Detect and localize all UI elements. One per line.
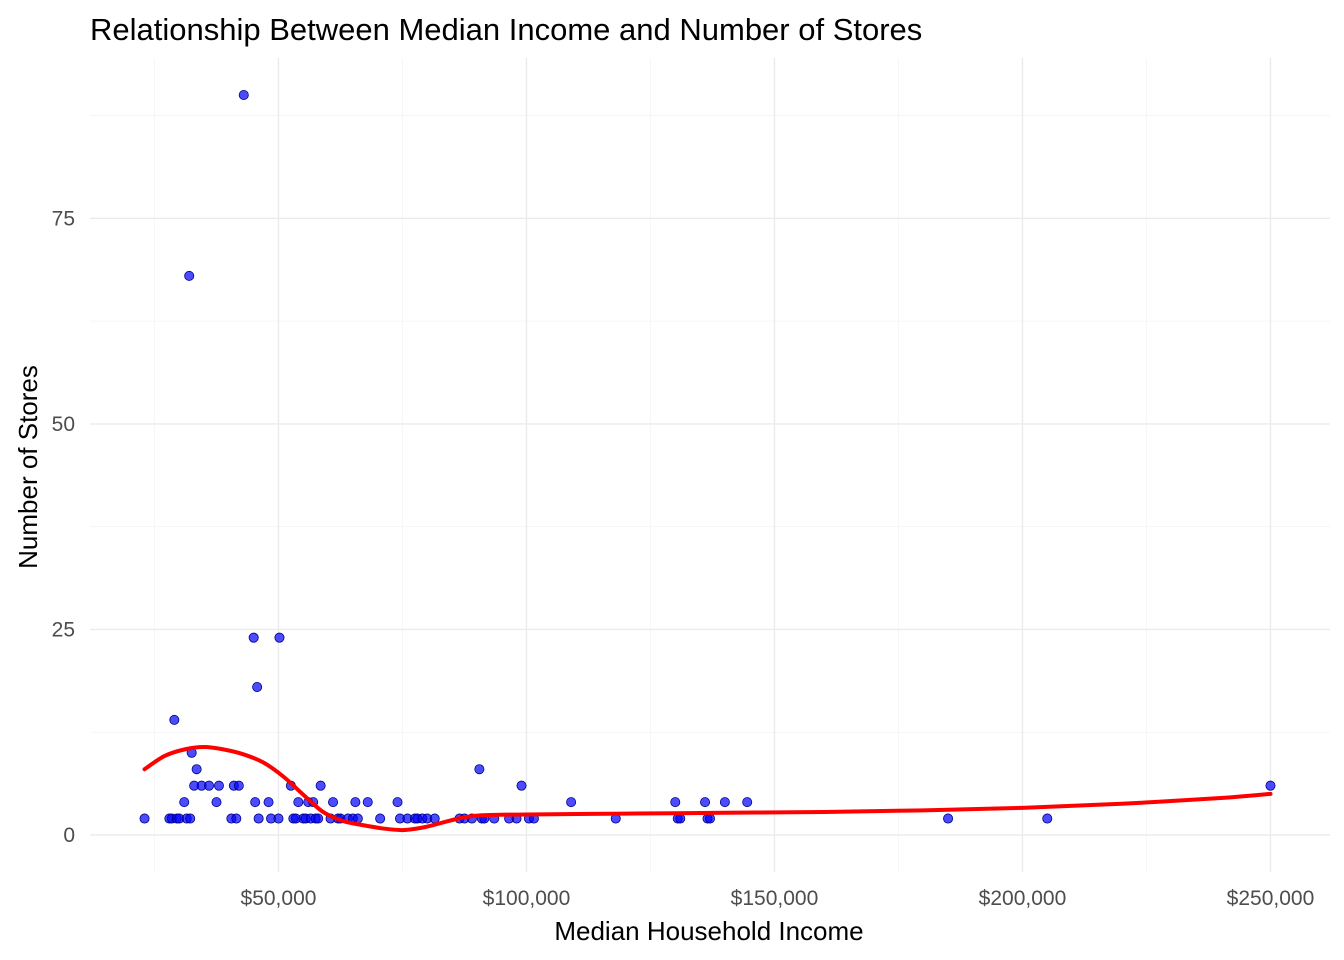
data-point bbox=[273, 813, 284, 824]
x-tick-label: $150,000 bbox=[731, 887, 819, 910]
y-axis-title: Number of Stores bbox=[13, 365, 43, 569]
x-tick-label: $50,000 bbox=[241, 887, 317, 910]
smooth-trend bbox=[142, 745, 1273, 833]
data-point bbox=[204, 780, 215, 791]
y-tick-label: 75 bbox=[52, 207, 75, 230]
data-point bbox=[250, 797, 261, 808]
x-tick-label: $250,000 bbox=[1227, 887, 1315, 910]
data-points bbox=[139, 90, 1276, 824]
data-point bbox=[700, 797, 711, 808]
data-point bbox=[139, 813, 150, 824]
data-point bbox=[185, 813, 196, 824]
data-point bbox=[1265, 780, 1276, 791]
x-tick-label: $200,000 bbox=[979, 887, 1067, 910]
data-point bbox=[705, 813, 716, 824]
data-point bbox=[350, 797, 361, 808]
trend-line bbox=[142, 745, 1273, 833]
data-point bbox=[252, 682, 263, 693]
x-tick-label: $100,000 bbox=[483, 887, 571, 910]
data-point bbox=[362, 797, 373, 808]
data-point bbox=[675, 813, 686, 824]
minor-gridlines bbox=[90, 58, 1330, 872]
data-point bbox=[943, 813, 954, 824]
data-point bbox=[233, 780, 244, 791]
data-point bbox=[191, 764, 202, 775]
y-tick-label: 25 bbox=[52, 618, 75, 641]
data-point bbox=[566, 797, 577, 808]
data-point bbox=[328, 797, 339, 808]
data-point bbox=[474, 764, 485, 775]
data-point bbox=[315, 780, 326, 791]
x-axis-ticks: $50,000 $100,000 $150,000 $200,000 $250,000 bbox=[241, 887, 1315, 910]
y-axis-ticks: 0 25 50 75 bbox=[52, 207, 75, 847]
data-point bbox=[184, 270, 195, 281]
y-tick-label: 50 bbox=[52, 413, 75, 436]
data-point bbox=[263, 797, 274, 808]
y-tick-label: 0 bbox=[63, 824, 75, 847]
data-point bbox=[248, 632, 259, 643]
data-point bbox=[742, 797, 753, 808]
data-point bbox=[213, 780, 224, 791]
major-gridlines bbox=[90, 58, 1330, 872]
data-point bbox=[392, 797, 403, 808]
data-point bbox=[238, 90, 249, 101]
data-point bbox=[516, 780, 527, 791]
data-point bbox=[719, 797, 730, 808]
data-point bbox=[253, 813, 264, 824]
data-point bbox=[211, 797, 222, 808]
x-axis-title: Median Household Income bbox=[554, 916, 863, 946]
chart-title: Relationship Between Median Income and N… bbox=[90, 12, 922, 47]
data-point bbox=[670, 797, 681, 808]
data-point bbox=[231, 813, 242, 824]
data-point bbox=[375, 813, 386, 824]
data-point bbox=[274, 632, 285, 643]
data-point bbox=[169, 714, 180, 725]
data-point bbox=[1042, 813, 1053, 824]
data-point bbox=[313, 813, 324, 824]
data-point bbox=[293, 797, 304, 808]
data-point bbox=[179, 797, 190, 808]
